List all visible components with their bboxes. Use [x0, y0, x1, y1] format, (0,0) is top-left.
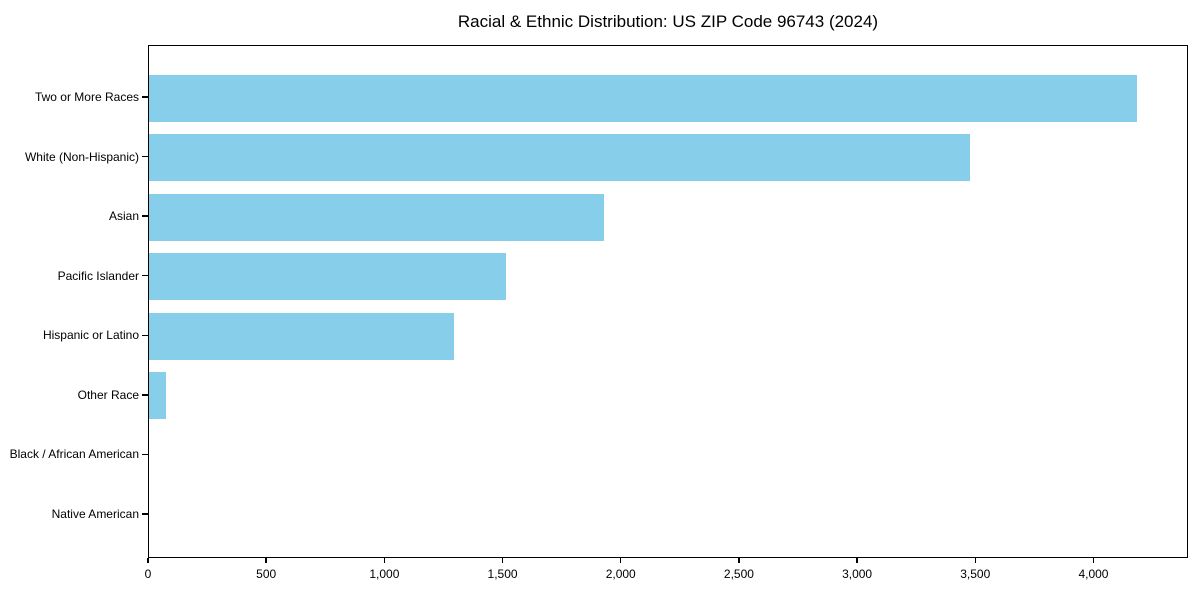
x-tick-label: 3,500 [960, 567, 991, 581]
bar-two-or-more-races [149, 74, 1137, 122]
y-tick-label: Black / African American [9, 447, 139, 462]
y-tick-mark [142, 155, 148, 158]
x-tick-label: 2,500 [723, 567, 754, 581]
y-tick-label: Asian [108, 209, 139, 224]
y-tick-label: Pacific Islander [57, 268, 139, 283]
bar-other-race [149, 372, 166, 420]
x-tick-mark [738, 558, 740, 563]
x-tick-label: 1,000 [369, 567, 400, 581]
y-tick-mark [142, 334, 148, 337]
x-tick-mark [265, 558, 267, 563]
y-tick-mark [142, 215, 148, 217]
bar-asian [149, 193, 604, 241]
x-tick-mark [383, 558, 386, 563]
x-tick-label: 3,000 [842, 567, 873, 581]
x-tick-label: 0 [144, 567, 152, 581]
x-tick-mark [619, 558, 622, 563]
y-tick-label: Other Race [77, 387, 139, 402]
y-tick-label: Native American [51, 506, 139, 521]
x-tick-label: 4,000 [1078, 567, 1109, 581]
y-tick-label: Hispanic or Latino [42, 328, 139, 343]
x-tick-label: 2,000 [605, 567, 636, 581]
x-tick-label: 1,500 [487, 567, 518, 581]
y-tick-mark [142, 394, 148, 396]
x-tick-mark [856, 558, 858, 563]
y-tick-mark [142, 513, 148, 515]
y-tick-mark [142, 274, 148, 277]
chart-title: Racial & Ethnic Distribution: US ZIP Cod… [457, 12, 879, 31]
x-tick-mark [501, 558, 504, 563]
plot-area [148, 45, 1188, 558]
x-tick-label: 500 [256, 567, 277, 581]
bar-hispanic-or-latino [149, 312, 454, 360]
bar-pacific-islander [149, 253, 506, 301]
y-tick-label: Two or More Races [34, 90, 139, 104]
y-tick-mark [142, 453, 148, 456]
bar-white-non-hispanic [149, 134, 971, 182]
x-tick-mark [147, 558, 149, 563]
x-tick-mark [974, 558, 977, 563]
x-tick-mark [1092, 558, 1095, 563]
y-tick-mark [142, 96, 148, 98]
y-tick-label: White (Non-Hispanic) [24, 149, 139, 164]
